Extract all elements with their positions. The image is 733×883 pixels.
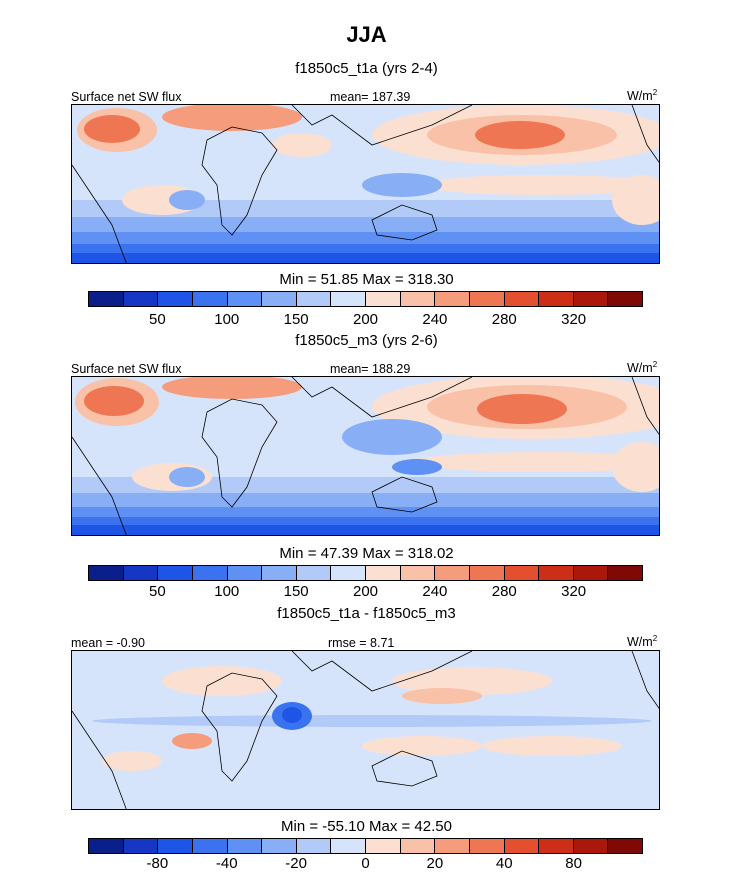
colorbar-tick-label: 150: [283, 583, 309, 600]
colorbar-cell: [331, 292, 366, 306]
colorbar-tick-label: 240: [422, 583, 448, 600]
colorbar-tick-label: 280: [491, 583, 517, 600]
colorbar-cell: [469, 566, 505, 580]
colorbar-cell: [296, 566, 332, 580]
colorbar-cell: [573, 566, 609, 580]
colorbar-cell: [262, 292, 297, 306]
colorbar-tick-label: 200: [352, 583, 379, 600]
panel2-subtitle: f1850c5_m3 (yrs 2-6): [295, 332, 438, 349]
colorbar-cell: [192, 566, 228, 580]
colorbar-cell: [123, 839, 159, 853]
colorbar-cell: [227, 566, 263, 580]
colorbar-tick-label: 20: [426, 855, 444, 872]
panel1-colorbar: [88, 291, 643, 307]
colorbar-tick-label: -40: [215, 855, 238, 872]
colorbar-cell: [123, 292, 159, 306]
colorbar-cell: [608, 839, 642, 853]
colorbar-cell: [400, 292, 436, 306]
colorbar-cell: [366, 839, 401, 853]
colorbar-cell: [573, 292, 609, 306]
colorbar-tick-label: 320: [561, 311, 587, 328]
colorbar-cell: [123, 566, 159, 580]
panel3-min-max: Min = -55.10 Max = 42.50: [281, 818, 452, 835]
panel2-unit-label: W/m2: [627, 360, 658, 376]
panel1-map: [71, 104, 660, 264]
colorbar-cell: [262, 839, 297, 853]
colorbar-tick-label: 280: [491, 311, 517, 328]
colorbar-tick-label: 50: [149, 583, 166, 600]
colorbar-cell: [296, 839, 332, 853]
colorbar-cell: [539, 839, 574, 853]
panel1-min-max: Min = 51.85 Max = 318.30: [279, 271, 454, 288]
colorbar-tick-label: 50: [149, 311, 166, 328]
panel1-mean-label: mean= 187.39: [330, 90, 411, 104]
colorbar-cell: [296, 292, 332, 306]
colorbar-tick-label: -20: [285, 855, 307, 872]
colorbar-cell: [469, 292, 505, 306]
panel3-map: [71, 650, 660, 810]
colorbar-tick-label: 0: [361, 855, 370, 872]
panel2-variable-label: Surface net SW flux: [71, 362, 182, 376]
panel3-subtitle: f1850c5_t1a - f1850c5_m3: [277, 605, 456, 622]
colorbar-cell: [366, 292, 401, 306]
colorbar-tick-label: 100: [214, 311, 240, 328]
panel2-map: [71, 376, 660, 536]
colorbar-tick-label: 40: [495, 855, 513, 872]
colorbar-cell: [400, 839, 436, 853]
panel3-colorbar: [88, 838, 643, 854]
colorbar-cell: [158, 292, 193, 306]
colorbar-cell: [539, 292, 574, 306]
colorbar-tick-label: 240: [422, 311, 448, 328]
colorbar-cell: [573, 839, 609, 853]
colorbar-tick-label: 100: [214, 583, 240, 600]
colorbar-cell: [608, 566, 642, 580]
colorbar-cell: [227, 292, 263, 306]
colorbar-tick-label: -80: [146, 855, 169, 872]
panel3-unit-label: W/m2: [627, 634, 658, 650]
panel3-mean-label: mean = -0.90: [71, 636, 146, 650]
colorbar-cell: [192, 292, 228, 306]
colorbar-cell: [504, 839, 540, 853]
colorbar-tick-label: 150: [283, 311, 309, 328]
panel2-colorbar: [88, 565, 643, 581]
colorbar-cell: [89, 839, 124, 853]
panel1-colorbar-ticks: 50 100 150 200 240 280 320: [88, 311, 643, 331]
colorbar-cell: [192, 839, 228, 853]
colorbar-tick-label: 200: [352, 311, 379, 328]
panel3-rmse-label: rmse = 8.71: [328, 636, 395, 650]
colorbar-cell: [469, 839, 505, 853]
colorbar-cell: [158, 566, 193, 580]
colorbar-cell: [435, 292, 470, 306]
colorbar-tick-label: 320: [561, 583, 587, 600]
panel2-colorbar-ticks: 50 100 150 200 240 280 320: [88, 583, 643, 603]
colorbar-cell: [89, 292, 124, 306]
colorbar-cell: [608, 292, 642, 306]
colorbar-cell: [504, 292, 540, 306]
panel1-unit-label: W/m2: [627, 88, 658, 104]
colorbar-cell: [227, 839, 263, 853]
panel2-min-max: Min = 47.39 Max = 318.02: [279, 545, 454, 562]
colorbar-tick-label: 80: [565, 855, 582, 872]
colorbar-cell: [435, 839, 470, 853]
colorbar-cell: [262, 566, 297, 580]
colorbar-cell: [331, 566, 366, 580]
colorbar-cell: [158, 839, 193, 853]
colorbar-cell: [89, 566, 124, 580]
colorbar-cell: [331, 839, 366, 853]
panel3-colorbar-ticks: -80 -40 -20 0 20 40 80: [88, 855, 643, 875]
colorbar-cell: [400, 566, 436, 580]
colorbar-cell: [504, 566, 540, 580]
panel1-variable-label: Surface net SW flux: [71, 90, 182, 104]
panel1-subtitle: f1850c5_t1a (yrs 2-4): [295, 60, 438, 77]
colorbar-cell: [366, 566, 401, 580]
figure-title: JJA: [346, 22, 387, 47]
colorbar-cell: [539, 566, 574, 580]
panel2-mean-label: mean= 188.29: [330, 362, 411, 376]
colorbar-cell: [435, 566, 470, 580]
